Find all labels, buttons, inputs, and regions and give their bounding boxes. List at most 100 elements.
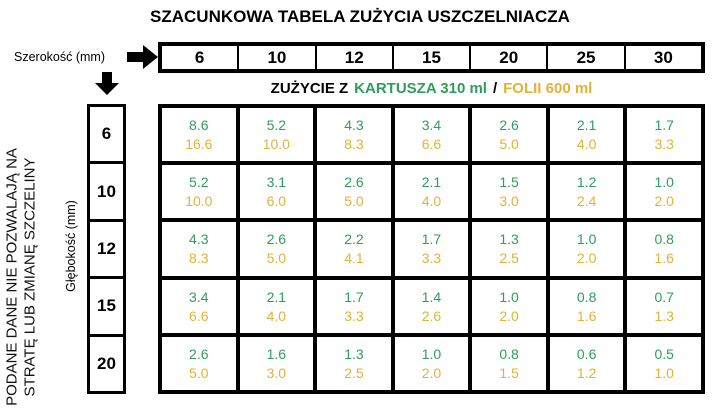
consumption-cell: 1.7 3.3: [392, 220, 471, 278]
cartridge-value: 5.2: [189, 174, 209, 191]
legend-foil-label: FOLII 600 ml: [503, 80, 593, 97]
foil-value: 1.0: [654, 364, 674, 381]
cartridge-value: 2.6: [266, 231, 287, 248]
legend-cartridge-label: KARTUSZA 310 ml: [354, 80, 487, 97]
cartridge-value: 2.1: [576, 117, 597, 134]
consumption-cell: 1.0 2.0: [470, 277, 548, 335]
consumption-cell: 0.8 1.6: [625, 220, 703, 278]
consumption-cell: 2.6 5.0: [470, 106, 548, 164]
foil-value: 6.6: [421, 136, 442, 153]
consumption-cell: 2.6 5.0: [237, 220, 316, 278]
foil-value: 1.5: [499, 364, 519, 381]
consumption-cell: 2.1 4.0: [547, 106, 626, 164]
consumption-cell: 1.0 2.0: [392, 334, 471, 392]
cartridge-value: 1.5: [499, 174, 519, 191]
consumption-cell: 5.2 10.0: [160, 163, 238, 221]
foil-value: 1.2: [576, 364, 597, 381]
cartridge-value: 0.5: [654, 345, 674, 362]
consumption-cell: 4.3 8.3: [160, 220, 238, 278]
width-header-cell: 12: [314, 46, 392, 69]
legend-prefix: ZUŻYCIE Z: [270, 80, 349, 97]
consumption-cell: 3.1 6.0: [237, 163, 316, 221]
consumption-cell: 1.7 3.3: [315, 277, 393, 335]
foil-value: 2.5: [499, 250, 519, 267]
cartridge-value: 1.6: [266, 345, 287, 362]
width-axis-label: Szerokość (mm): [14, 50, 105, 64]
foil-value: 2.5: [344, 364, 364, 381]
depth-header-column: 6 10 12 15 20: [87, 104, 126, 394]
foil-value: 3.0: [266, 364, 287, 381]
cartridge-value: 0.8: [499, 345, 519, 362]
consumption-cell: 3.4 6.6: [392, 106, 471, 164]
width-header-cell: 25: [546, 46, 623, 69]
consumption-cell: 4.3 8.3: [315, 106, 393, 164]
foil-value: 1.6: [576, 307, 597, 324]
consumption-cell: 1.5 3.0: [470, 163, 548, 221]
foil-value: 2.0: [421, 364, 442, 381]
consumption-cell: 1.4 2.6: [392, 277, 471, 335]
consumption-cell: 1.7 3.3: [625, 106, 703, 164]
foil-value: 4.1: [344, 250, 364, 267]
consumption-cell: 0.8 1.5: [470, 334, 548, 392]
cartridge-value: 1.0: [421, 345, 442, 362]
cartridge-value: 1.2: [576, 174, 597, 191]
cartridge-value: 8.6: [189, 117, 209, 134]
width-header-row: 6 10 12 15 20 25 30: [158, 42, 705, 73]
foil-value: 8.3: [344, 136, 364, 153]
consumption-cell: 0.7 1.3: [625, 277, 703, 335]
cartridge-value: 1.7: [654, 117, 674, 134]
side-note-line2: STRATĘ LUB ZMIANĘ SZCZELINY: [21, 157, 38, 397]
side-note: PODANE DANE NIE POZWALAJĄ NA STRATĘ LUB …: [4, 148, 39, 406]
consumption-cell: 0.8 1.6: [547, 277, 626, 335]
depth-header-cell: 15: [90, 276, 123, 333]
foil-value: 10.0: [185, 193, 213, 210]
foil-value: 3.3: [344, 307, 364, 324]
foil-value: 2.6: [421, 307, 442, 324]
cartridge-value: 2.6: [189, 345, 209, 362]
arrow-down-icon: [95, 72, 119, 95]
consumption-cell: 8.6 16.6: [160, 106, 238, 164]
width-header-cell: 15: [391, 46, 469, 69]
foil-value: 1.6: [654, 250, 674, 267]
cartridge-value: 2.6: [344, 174, 364, 191]
consumption-cell: 0.6 1.2: [547, 334, 626, 392]
consumption-grid: 8.6 16.6 5.2 10.0 4.3 8.3 3.4 6.6 2.6 5.0 2.1 4.0 1.…: [158, 104, 705, 394]
consumption-cell: 0.5 1.0: [625, 334, 703, 392]
foil-value: 3.0: [499, 193, 519, 210]
cartridge-value: 1.0: [654, 174, 674, 191]
foil-value: 4.0: [421, 193, 442, 210]
arrow-right-icon: [127, 45, 158, 69]
consumption-cell: 3.4 6.6: [160, 277, 238, 335]
cartridge-value: 3.4: [189, 288, 209, 305]
depth-axis-label: Głębokość (mm): [64, 200, 78, 292]
consumption-cell: 2.6 5.0: [315, 163, 393, 221]
depth-header-cell: 10: [90, 161, 123, 218]
side-note-line1: PODANE DANE NIE POZWALAJĄ NA: [3, 148, 21, 406]
foil-value: 2.0: [654, 193, 674, 210]
cartridge-value: 1.7: [344, 288, 364, 305]
consumption-cell: 1.3 2.5: [315, 334, 393, 392]
foil-value: 5.0: [266, 250, 287, 267]
cartridge-value: 3.1: [266, 174, 287, 191]
depth-header-cell: 20: [90, 333, 123, 391]
page-title: SZACUNKOWA TABELA ZUŻYCIA USZCZELNIACZA: [150, 7, 570, 26]
foil-value: 5.0: [499, 136, 519, 153]
foil-value: 5.0: [344, 193, 364, 210]
depth-header-cell: 12: [90, 218, 123, 276]
foil-value: 10.0: [262, 136, 290, 153]
cartridge-value: 4.3: [189, 231, 209, 248]
cartridge-value: 0.8: [654, 231, 674, 248]
cartridge-value: 4.3: [344, 117, 364, 134]
consumption-cell: 2.2 4.1: [315, 220, 393, 278]
cartridge-value: 2.6: [499, 117, 519, 134]
cartridge-value: 0.7: [654, 288, 674, 305]
foil-value: 2.0: [499, 307, 519, 324]
width-header-cell: 20: [469, 46, 546, 69]
foil-value: 3.3: [654, 136, 674, 153]
width-header-cell: 6: [194, 47, 205, 67]
foil-value: 6.0: [266, 193, 287, 210]
foil-value: 5.0: [189, 364, 209, 381]
foil-value: 16.6: [185, 136, 213, 153]
legend-separator: /: [492, 80, 498, 97]
